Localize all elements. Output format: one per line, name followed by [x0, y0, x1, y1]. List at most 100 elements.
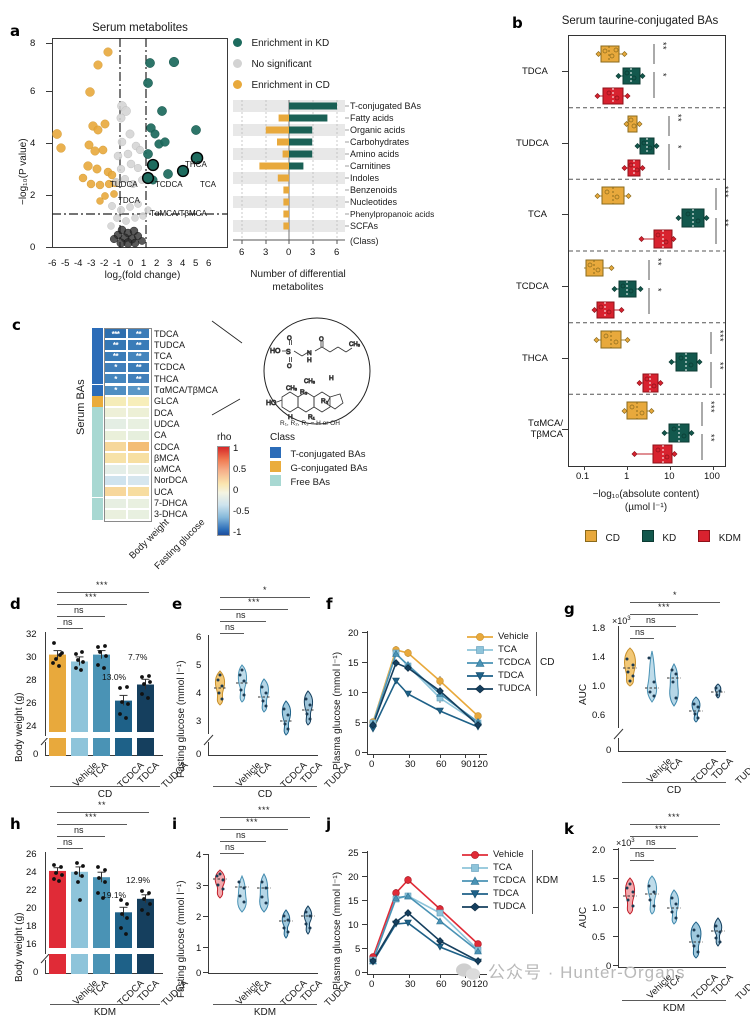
class-label: SCFAs — [350, 221, 379, 231]
heatmap-cell — [127, 395, 150, 408]
heatmap-significance: * — [114, 374, 117, 384]
sig-ns-1: ns — [635, 627, 645, 637]
sig-thca-kd: *** — [715, 330, 725, 343]
heatmap-class-strip — [92, 373, 103, 385]
legend-label: TCA — [493, 862, 512, 873]
heatmap-group-label: Serum BAs — [75, 379, 87, 435]
panel-d-pct-tdca: 13.0% — [102, 672, 127, 682]
heatmap-row-label: CDCA — [154, 441, 180, 452]
rho-tick: 1 — [233, 443, 239, 454]
rho-legend: rho 1 0.5 0 -0.5 -1 — [217, 432, 249, 538]
heatmap-cell — [127, 474, 150, 487]
panel-g: g AUC ×103 1.8 1.4 1.0 0.6 0 — [560, 590, 750, 810]
sig-4: * — [263, 585, 268, 595]
heatmap-cell — [127, 384, 150, 396]
heatmap-row-label: 3-DHCA — [154, 509, 188, 520]
heatmap-row-label: THCA — [154, 373, 179, 384]
watermark: 公众号 · Hunter-Organs — [455, 958, 686, 983]
legend-label: TDCA — [493, 888, 519, 899]
wechat-icon — [456, 962, 480, 980]
panel-e-axisbreak — [203, 734, 214, 746]
panel-f-yaxis — [367, 631, 369, 755]
heatmap-class-strip — [92, 395, 103, 408]
panel-h-diet: KDM — [93, 1007, 117, 1018]
heatmap-cell — [127, 429, 150, 441]
panel-k-label: k — [564, 820, 574, 838]
heatmap-class-strip — [92, 474, 103, 487]
panel-e-diet-line — [213, 786, 317, 787]
panel-f-ylabel: Plasma glucose (mmol l⁻¹) — [332, 651, 343, 770]
panel-d-yaxis — [45, 632, 47, 736]
heatmap-cell — [127, 441, 150, 453]
heatmap-cell — [127, 339, 150, 351]
rho-tick: 0 — [233, 485, 239, 496]
legend-marker-vehicle — [462, 850, 488, 859]
panel-b-legend: CD KD KDM — [568, 528, 750, 546]
heatmap-cell — [104, 395, 127, 408]
volcano-xlabel: log2(fold change) — [104, 270, 181, 283]
class-swatch-tconj — [270, 447, 281, 458]
panel-i-xaxis — [208, 973, 318, 975]
legend-label-kdm: KDM — [718, 533, 741, 544]
xtick: 0.1 — [576, 471, 590, 482]
legend-swatch-kdm — [698, 530, 711, 542]
legend-label-kd: KD — [662, 533, 677, 544]
svg-text:R₁: R₁ — [308, 414, 316, 421]
heatmap-significance: ** — [135, 374, 142, 384]
heatmap-significance: ** — [135, 340, 142, 350]
heatmap-cell — [127, 373, 150, 385]
panel-k-scale-note: ×103 — [616, 838, 635, 848]
class-label: T-conjugated BAs — [350, 101, 422, 111]
panel-h-yaxis — [45, 852, 47, 954]
panel-j-diet: KDM — [536, 875, 559, 886]
heatmap-row-label: TUDCA — [154, 339, 185, 350]
panel-i-diet: KDM — [253, 1007, 277, 1018]
heatmap-class-strip — [92, 328, 103, 340]
class-legend-title: Class — [270, 432, 296, 443]
heatmap-class-strip — [92, 350, 103, 362]
sig-3: *** — [655, 824, 668, 834]
heatmap-class-strip — [92, 407, 103, 419]
heatmap-cell — [127, 497, 150, 509]
sig-ns-1: ns — [63, 617, 73, 627]
heatmap-significance: *** — [111, 329, 120, 339]
heatmap-significance: * — [114, 363, 117, 373]
legend-label: Vehicle — [493, 849, 524, 860]
sig-tca-kd: *** — [720, 186, 730, 199]
heatmap-cell — [104, 474, 127, 487]
sig-ns-1: ns — [225, 842, 235, 852]
legend-marker-tdca — [462, 889, 488, 899]
svg-text:R₃: R₃ — [300, 389, 308, 396]
row-label-tca: TCA — [528, 209, 547, 220]
volcano-annot-tamca: TαMCA/TβMCA — [150, 209, 207, 218]
heatmap-class-strip — [92, 486, 103, 498]
row-label-thca: THCA — [522, 353, 548, 364]
panel-j: j Plasma glucose (mmol l⁻¹) 25 20 15 10 … — [326, 815, 559, 990]
panel-d-diet: CD — [97, 789, 113, 800]
legend-swatch-kd — [641, 530, 654, 542]
sig-3: *** — [248, 597, 261, 607]
panel-h-label: h — [10, 815, 21, 833]
volcano-y-axis — [52, 38, 54, 248]
legend-label: TCDCA — [498, 657, 531, 668]
heatmap-class-strip — [92, 508, 103, 521]
heatmap-significance: ** — [112, 340, 119, 350]
legend-label-cd: CD — [605, 533, 620, 544]
molecule-inset: HO S O O N H O CH₃ — [211, 315, 422, 427]
panel-g-violins — [623, 647, 725, 723]
heatmap-cell — [104, 418, 127, 430]
xtick: 1 — [624, 471, 630, 482]
heatmap-row-label: UDCA — [154, 418, 180, 429]
legend-marker-tdca — [467, 671, 493, 681]
sig-ns-2: ns — [236, 610, 246, 620]
heatmap-cell — [104, 407, 127, 419]
sig-ns-1: ns — [635, 849, 645, 859]
sig-tudca-kd: ** — [673, 114, 683, 123]
panel-g-diet-line — [622, 782, 726, 783]
sig-tamca-kdm: ** — [706, 434, 716, 443]
heatmap-significance: ** — [135, 363, 142, 373]
panel-b-plot — [568, 35, 726, 467]
rho-title: rho — [217, 432, 232, 443]
svg-text:CH₃: CH₃ — [349, 342, 361, 348]
heatmap-class-strip — [92, 339, 103, 351]
